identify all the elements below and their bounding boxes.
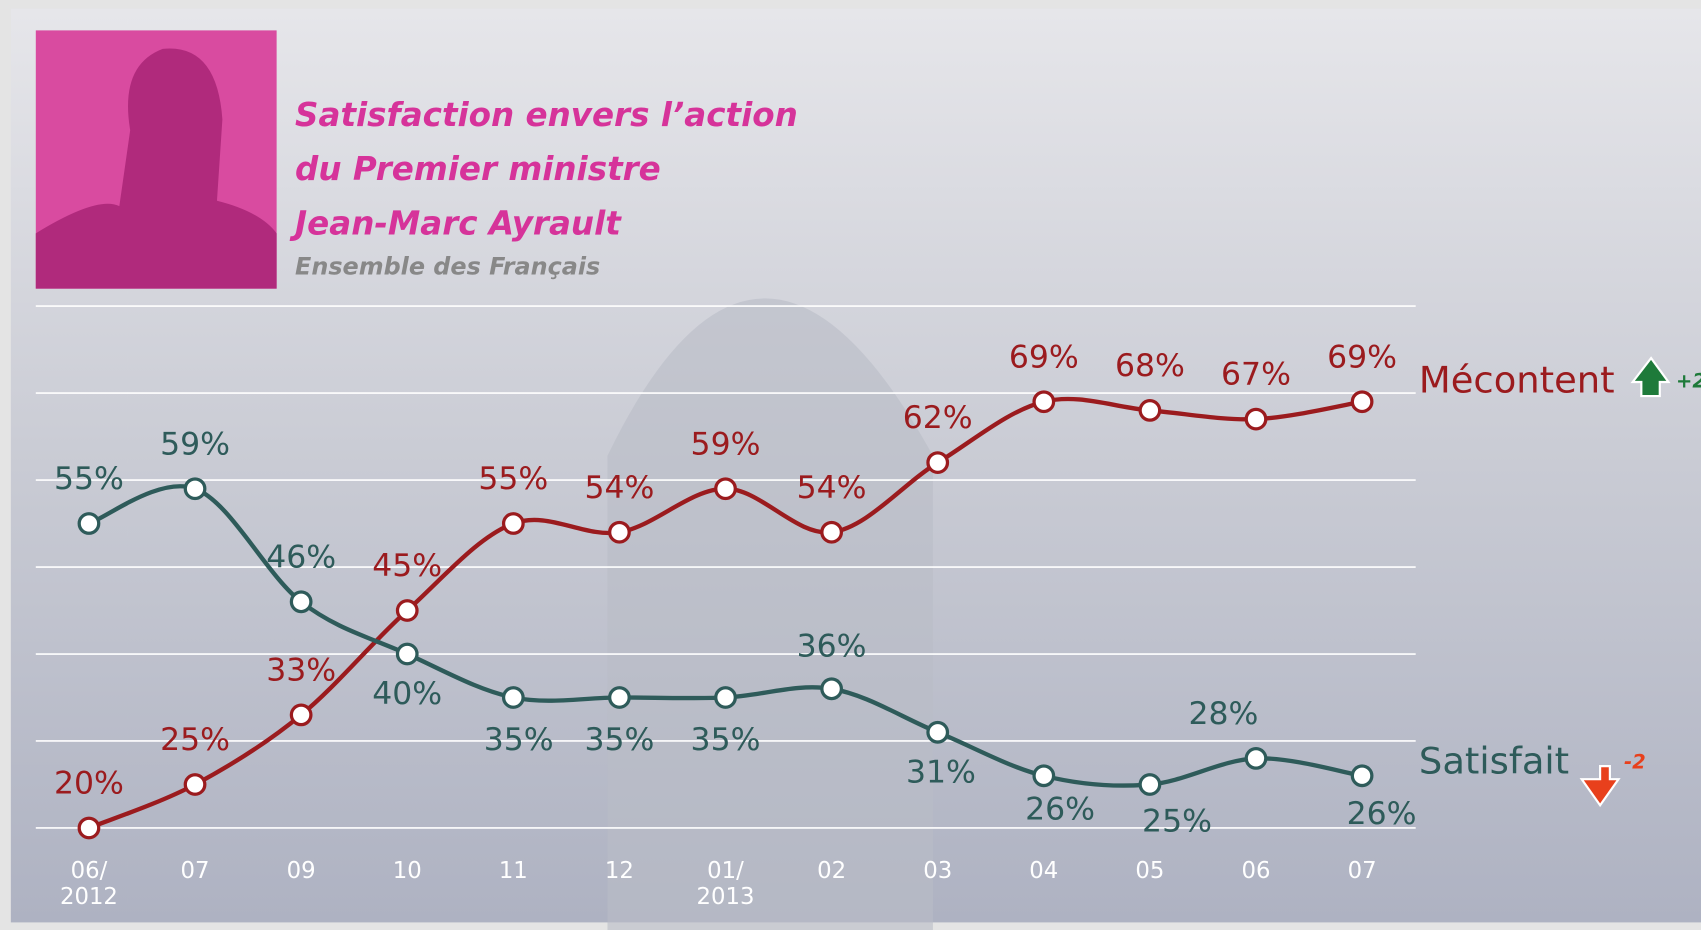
- value-label: 45%: [372, 548, 442, 584]
- marker: [928, 453, 948, 473]
- legend-label: Mécontent: [1419, 359, 1615, 402]
- marker: [504, 514, 524, 534]
- chart-container: Satisfaction envers l’action du Premier …: [0, 0, 1701, 930]
- value-label: 55%: [54, 461, 124, 497]
- value-label: 46%: [266, 539, 336, 575]
- value-label: 55%: [478, 461, 548, 497]
- marker: [185, 479, 205, 499]
- value-label: 54%: [584, 470, 654, 506]
- marker: [1034, 766, 1054, 786]
- marker: [716, 688, 736, 708]
- x-tick-label: 04: [1000, 857, 1087, 883]
- value-label: 33%: [266, 652, 336, 688]
- marker: [1352, 392, 1372, 412]
- subtitle: Ensemble des Français: [295, 253, 600, 281]
- value-label: 68%: [1115, 348, 1185, 384]
- x-tick-label: 12: [576, 857, 663, 883]
- legend-label: Satisfait: [1419, 739, 1569, 782]
- x-tick-label: 07: [152, 857, 239, 883]
- marker: [1352, 766, 1372, 786]
- marker: [1034, 392, 1054, 412]
- value-label: 35%: [691, 722, 761, 758]
- value-label: 26%: [1025, 792, 1095, 828]
- x-tick-label: 06: [1213, 857, 1300, 883]
- value-label: 31%: [906, 755, 976, 791]
- x-tick-label: 07: [1319, 857, 1406, 883]
- marker: [716, 479, 736, 499]
- value-label: 59%: [691, 426, 761, 462]
- page: Satisfaction envers l’action du Premier …: [0, 0, 1701, 930]
- value-label: 67%: [1221, 357, 1291, 393]
- value-label: 25%: [1142, 803, 1212, 839]
- marker: [610, 522, 630, 542]
- marker: [79, 818, 99, 838]
- value-label: 25%: [160, 722, 230, 758]
- value-label: 20%: [54, 766, 124, 802]
- value-label: 69%: [1327, 339, 1397, 375]
- change-label: +2: [1676, 370, 1701, 393]
- marker: [397, 644, 417, 664]
- title-line: du Premier ministre: [295, 150, 661, 188]
- x-tick-label: 03: [894, 857, 981, 883]
- marker: [928, 723, 948, 743]
- marker: [397, 601, 417, 621]
- x-tick-label: 02: [788, 857, 875, 883]
- change-label: -2: [1624, 750, 1646, 773]
- marker: [185, 775, 205, 795]
- marker: [291, 592, 311, 612]
- marker: [504, 688, 524, 708]
- title-line: Satisfaction envers l’action: [295, 96, 798, 134]
- value-label: 62%: [903, 400, 973, 436]
- value-label: 69%: [1009, 339, 1079, 375]
- title-line: Jean-Marc Ayrault: [289, 204, 622, 242]
- marker: [822, 679, 842, 699]
- x-tick-label: 09: [258, 857, 345, 883]
- marker: [1246, 409, 1266, 429]
- value-label: 26%: [1347, 796, 1417, 832]
- marker: [79, 514, 99, 534]
- marker: [1140, 775, 1160, 795]
- x-tick-label: 01/ 2013: [682, 857, 769, 909]
- x-tick-label: 06/ 2012: [46, 857, 133, 909]
- value-label: 35%: [484, 722, 554, 758]
- value-label: 40%: [372, 676, 442, 712]
- x-tick-label: 11: [470, 857, 557, 883]
- marker: [822, 522, 842, 542]
- chart: Satisfaction envers l’action du Premier …: [0, 0, 1701, 930]
- marker: [1140, 401, 1160, 421]
- value-label: 28%: [1189, 696, 1259, 732]
- value-label: 54%: [797, 470, 867, 506]
- marker: [1246, 749, 1266, 769]
- x-tick-label: 10: [364, 857, 451, 883]
- value-label: 35%: [584, 722, 654, 758]
- marker: [291, 705, 311, 725]
- value-label: 36%: [797, 629, 867, 665]
- x-tick-label: 05: [1107, 857, 1194, 883]
- marker: [610, 688, 630, 708]
- value-label: 59%: [160, 426, 230, 462]
